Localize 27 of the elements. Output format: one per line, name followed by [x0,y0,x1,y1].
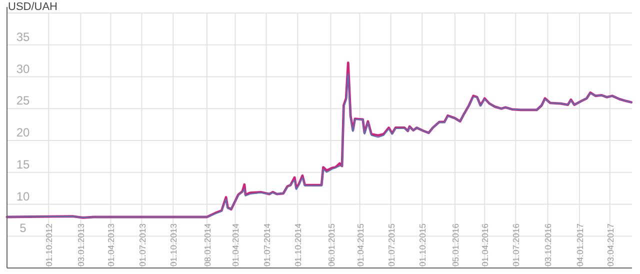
x-tick-label: 01.04.2016 [480,223,490,266]
x-tick-label: 08.01.2014 [202,223,212,266]
y-tick-label: 15 [16,157,30,172]
y-tick-label: 20 [16,126,30,140]
x-tick-label: 01.04.2014 [230,223,241,266]
y-tick-label: 35 [16,30,30,44]
x-tick-label: 01.10.2014 [293,223,304,266]
x-tick-label: 06.01.2015 [326,223,336,266]
x-tick-label: 01.10.2015 [418,223,428,266]
x-tick-label: 03.01.2013 [76,223,86,266]
x-tick-label: 01.07.2014 [262,223,272,266]
y-tick-label: 10 [16,189,30,204]
x-tick-label: 01.04.2013 [106,223,116,266]
y-tick-label: 30 [16,62,30,76]
x-tick-label: 04.01.2017 [574,223,585,266]
x-tick-label: 03.04.2017 [605,223,616,266]
x-tick-label: 01.07.2015 [386,223,396,266]
x-tick-label: 01.10.2013 [168,223,179,266]
x-tick-label: 01.07.2013 [137,223,148,266]
x-tick-label: 01.04.2015 [355,223,366,266]
x-tick-label: 05.01.2016 [450,223,460,266]
x-tick-label: 01.10.2012 [44,223,54,266]
y-axis-title: USD/UAH [8,1,58,13]
y-tick-label: 25 [16,94,30,108]
x-tick-label: 03.10.2016 [543,223,554,266]
y-tick-label: 5 [20,221,27,236]
x-tick-label: 01.07.2016 [511,223,522,266]
